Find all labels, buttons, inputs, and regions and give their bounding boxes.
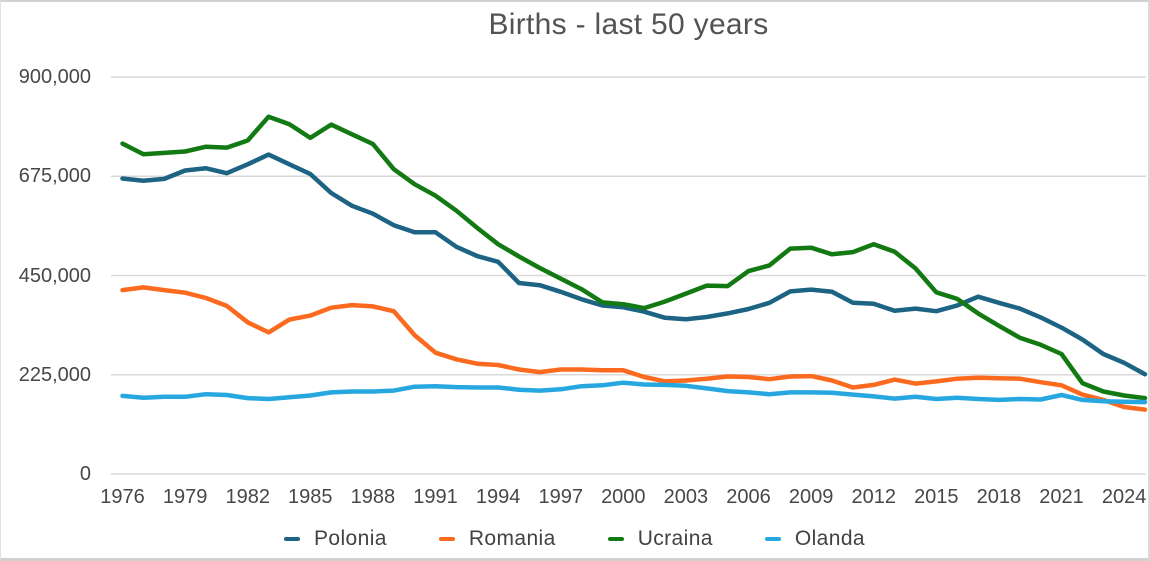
legend-dash-icon [764,537,781,541]
x-tick-label: 2009 [788,486,834,508]
series-line-ucraina [120,114,1148,401]
legend-label: Ucraina [637,527,713,550]
legend-label: Olanda [794,527,865,550]
x-tick-label: 2018 [976,486,1022,508]
x-tick-label: 1991 [413,486,458,508]
y-tick-label: 675,000 [18,165,91,188]
y-tick-label: 450,000 [18,264,91,287]
x-tick-label: 2000 [601,486,646,508]
legend-item-romania: Romania [438,527,556,551]
legend-dash-icon [438,537,455,541]
x-tick-label: 2024 [1101,486,1147,508]
series-line-romania [120,285,1148,412]
legend-item-ucraina: Ucraina [607,527,713,551]
chart-title: Births - last 50 years [488,8,769,41]
y-tick-label: 900,000 [18,66,91,88]
x-tick-label: 1988 [350,486,396,508]
legend-dash-icon [607,537,624,541]
y-tick-label: 225,000 [18,363,91,386]
x-tick-label: 1997 [538,486,583,508]
series-line-olanda [120,380,1148,405]
x-tick-label: 2015 [914,486,959,508]
x-tick-label: 1976 [100,486,145,508]
x-tick-label: 1979 [162,486,208,508]
x-tick-label: 2003 [663,486,709,508]
x-tick-label: 1982 [225,486,270,508]
x-tick-label: 1994 [475,486,521,508]
x-tick-label: 1985 [288,486,333,508]
x-tick-label: 2006 [726,486,771,508]
legend-item-olanda: Olanda [764,527,865,551]
legend-item-polonia: Polonia [284,527,387,551]
x-tick-label: 2021 [1039,486,1084,508]
x-tick-label: 2012 [851,486,896,508]
legend-label: Romania [468,527,556,550]
y-tick-label: 0 [79,463,91,485]
legend-label: Polonia [314,527,387,550]
series-line-polonia [120,152,1148,377]
legend: Polonia Romania Ucraina Olanda [1,523,1148,555]
legend-dash-icon [284,537,300,541]
